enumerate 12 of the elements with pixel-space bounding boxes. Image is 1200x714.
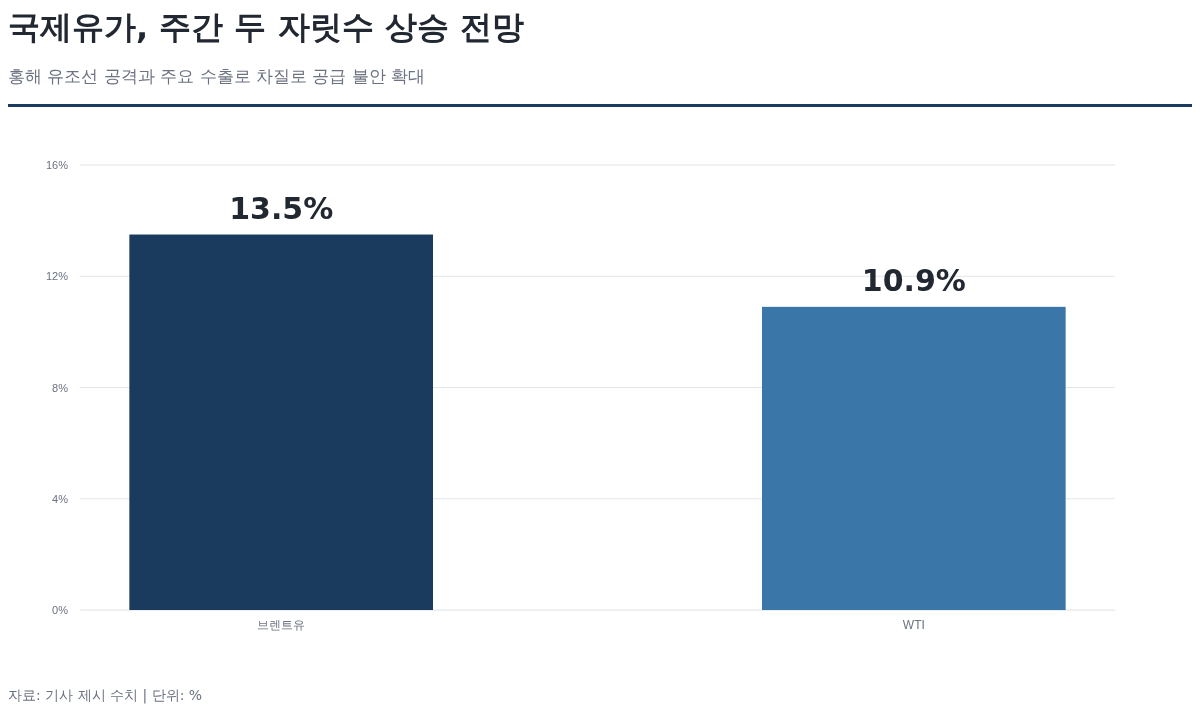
chart-title: 국제유가, 주간 두 자릿수 상승 전망 bbox=[8, 8, 524, 46]
y-tick-label: 0% bbox=[52, 604, 69, 617]
y-tick-label: 8% bbox=[52, 381, 69, 394]
data-label: 10.9% bbox=[861, 262, 966, 298]
text: 자료: 기사 제시 수치 | 단위: % bbox=[8, 687, 203, 704]
x-tick-label: 브렌트유 bbox=[257, 617, 306, 632]
chart-subtitle: 홍해 유조선 공격과 주요 수출로 차질로 공급 불안 확대 bbox=[8, 66, 426, 86]
y-tick-label: 12% bbox=[45, 270, 69, 283]
x-tick-label: WTI bbox=[902, 617, 925, 632]
y-tick-label: 16% bbox=[45, 159, 69, 172]
y-tick-label: 4% bbox=[52, 492, 69, 505]
data-label: 13.5% bbox=[229, 190, 334, 226]
